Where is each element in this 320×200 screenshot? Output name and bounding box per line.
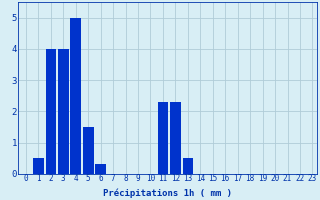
X-axis label: Précipitations 1h ( mm ): Précipitations 1h ( mm ) (103, 188, 232, 198)
Bar (70, 18, 81, 174)
Bar (95, 164, 106, 174)
Bar (183, 158, 193, 174)
Bar (58, 49, 68, 174)
Bar (158, 102, 168, 174)
Bar (170, 102, 181, 174)
Bar (83, 127, 93, 174)
Bar (33, 158, 44, 174)
Bar (45, 49, 56, 174)
